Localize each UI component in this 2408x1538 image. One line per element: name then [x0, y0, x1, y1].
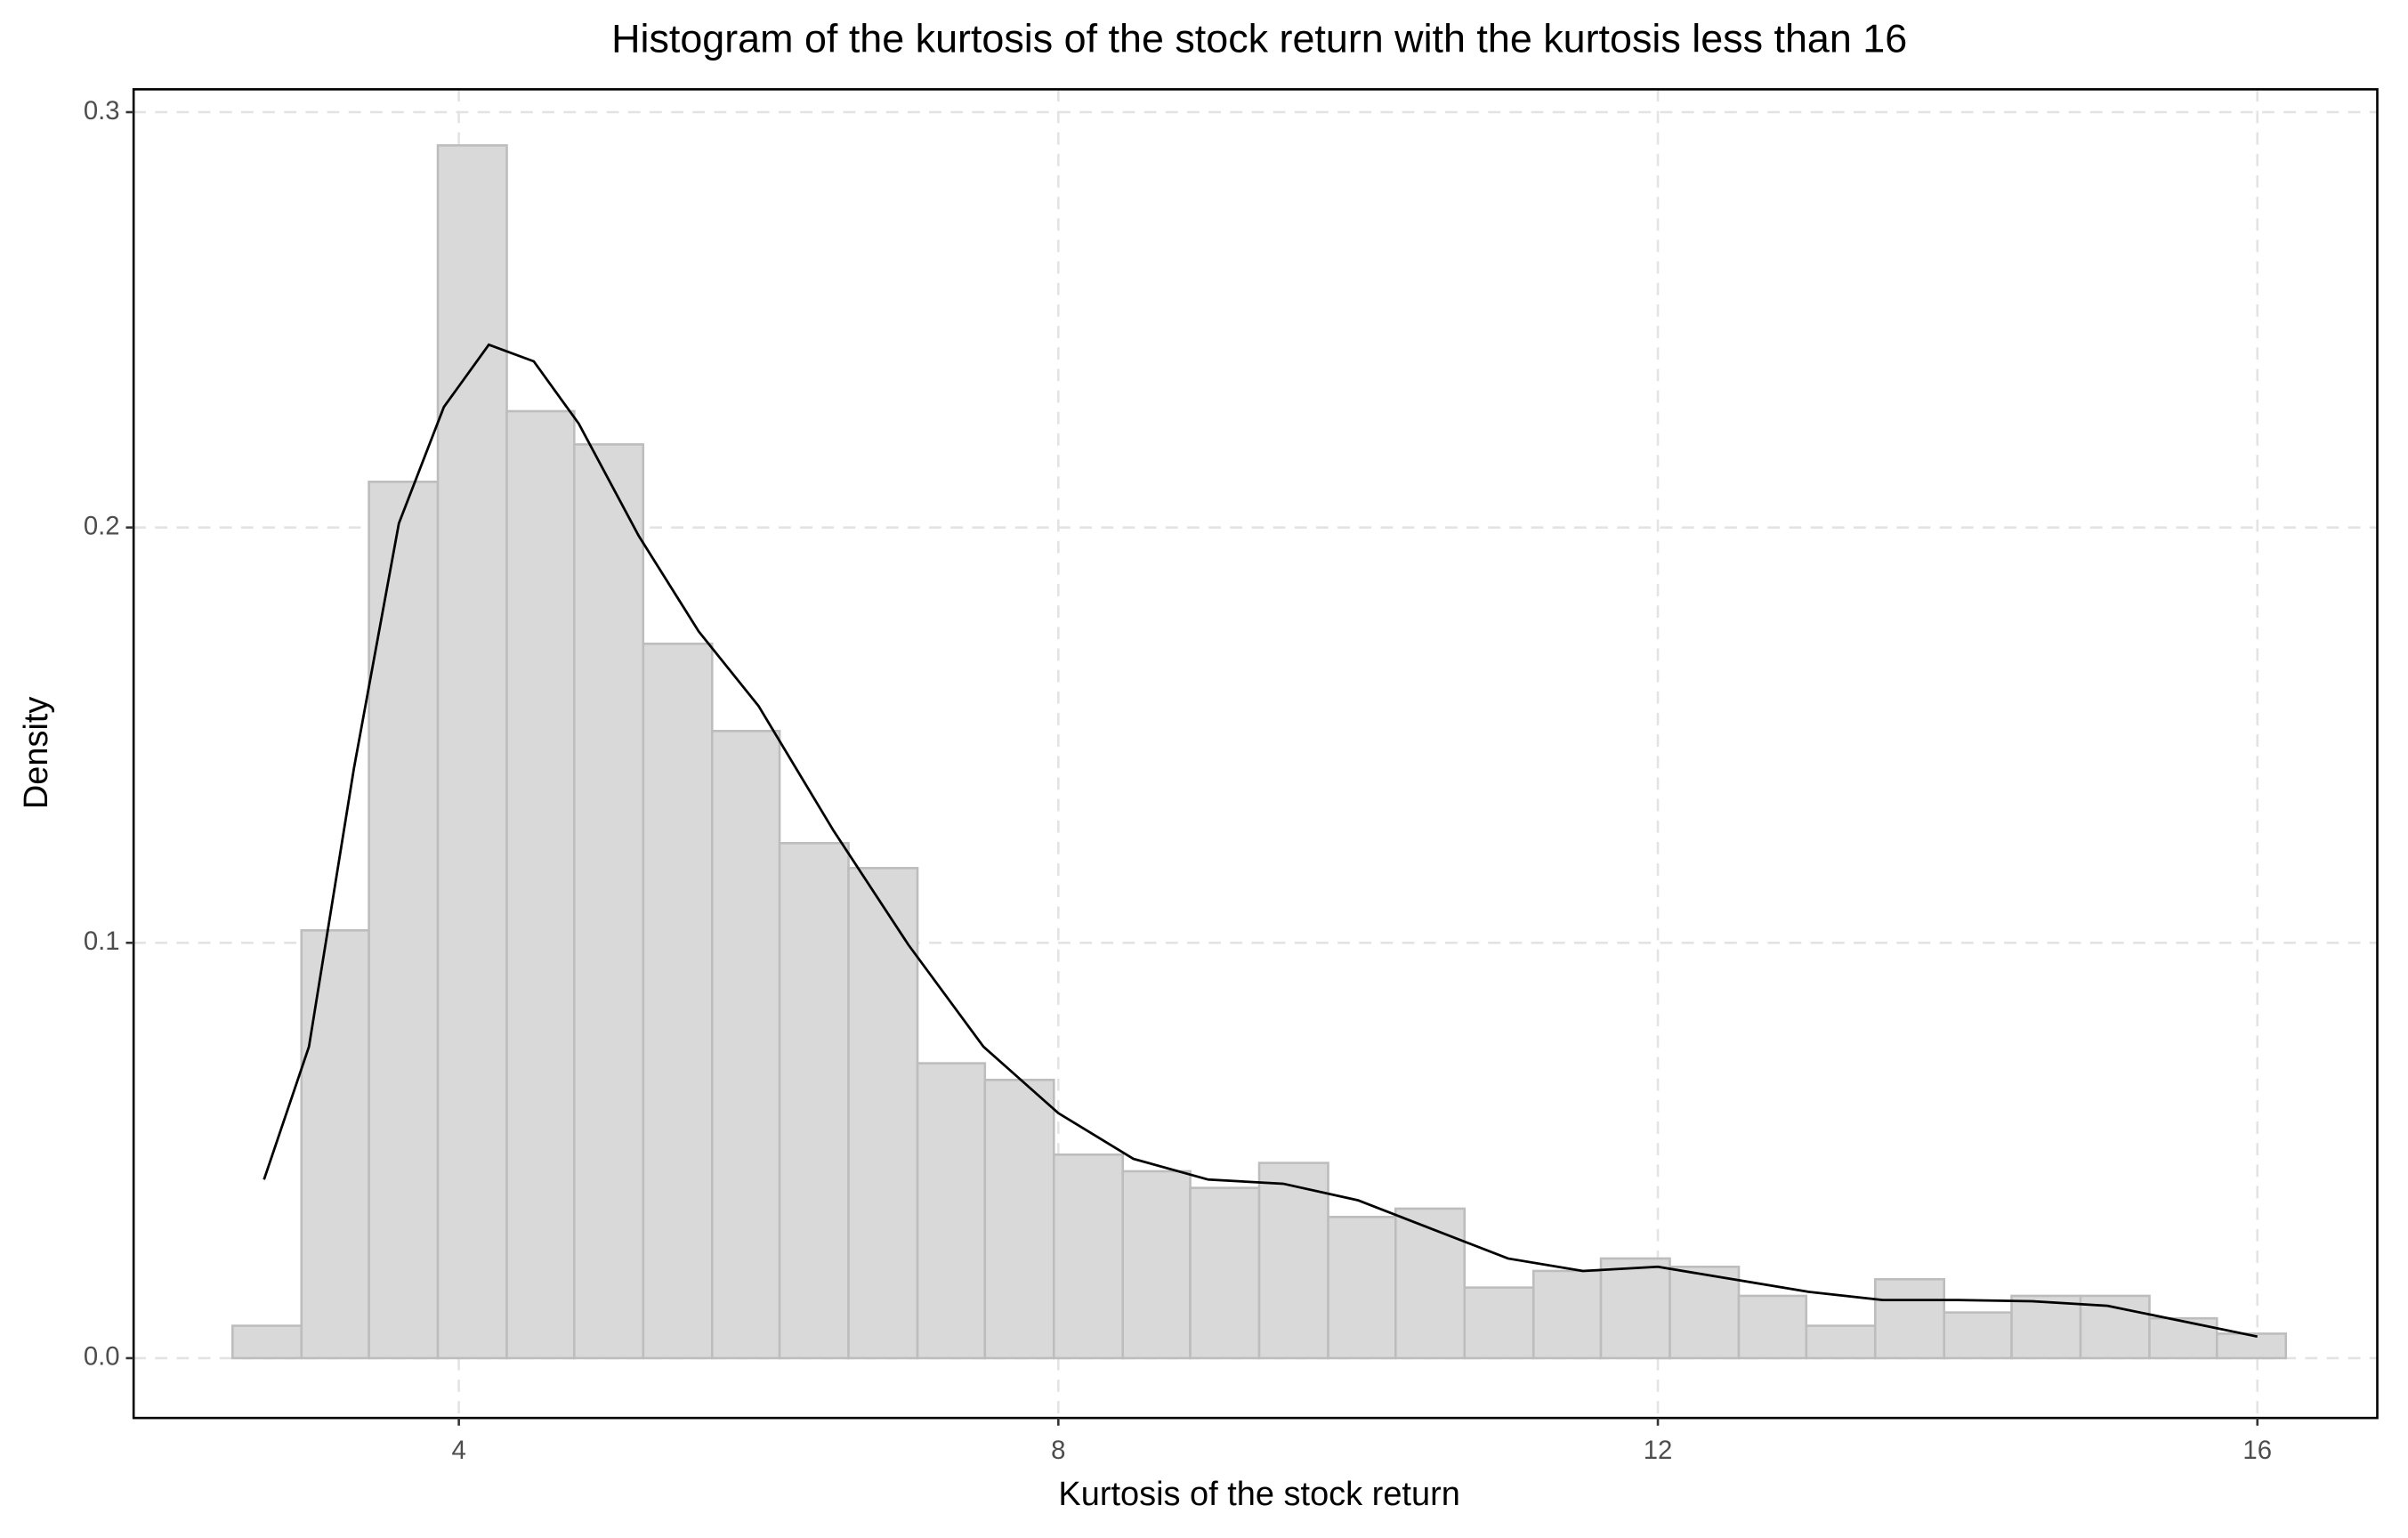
- bar: [710, 730, 781, 1360]
- bar: [436, 144, 508, 1360]
- bar: [642, 643, 714, 1360]
- bar: [573, 443, 645, 1360]
- y-tick-label: 0.2: [84, 511, 120, 540]
- x-tick-label: 16: [2242, 1436, 2272, 1465]
- bar: [1052, 1153, 1125, 1360]
- bar: [1257, 1162, 1329, 1360]
- bar: [1943, 1311, 2013, 1360]
- bar: [916, 1062, 987, 1360]
- bar: [1463, 1286, 1535, 1360]
- bar: [2148, 1316, 2218, 1360]
- chart-title: Histogram of the kurtosis of the stock r…: [611, 16, 1907, 61]
- bar: [1189, 1186, 1261, 1360]
- density-curve: [263, 343, 2259, 1339]
- bar: [505, 409, 576, 1360]
- bar: [1121, 1170, 1192, 1360]
- bar: [983, 1078, 1055, 1360]
- bar: [1394, 1207, 1467, 1360]
- bar: [368, 481, 440, 1360]
- bar: [2010, 1294, 2082, 1360]
- y-tick-label: 0.1: [84, 927, 120, 956]
- bar: [1531, 1269, 1603, 1360]
- x-axis-label: Kurtosis of the stock return: [1058, 1476, 1459, 1513]
- bar: [778, 842, 850, 1360]
- bar: [300, 929, 370, 1360]
- bar: [1805, 1324, 1877, 1360]
- x-tick-label: 12: [1644, 1436, 1673, 1465]
- bar: [1327, 1215, 1397, 1360]
- y-tick-label: 0.0: [84, 1342, 120, 1372]
- bar: [2215, 1332, 2288, 1360]
- bar: [847, 867, 919, 1360]
- y-tick-label: 0.3: [84, 96, 120, 125]
- panel-border: [132, 88, 2379, 1420]
- bar: [1737, 1294, 1808, 1360]
- y-axis-label: Density: [18, 697, 55, 810]
- x-tick-label: 4: [451, 1436, 465, 1465]
- bar: [1599, 1257, 1671, 1360]
- bar: [1669, 1265, 1741, 1360]
- bar: [231, 1324, 303, 1360]
- x-tick-label: 8: [1051, 1436, 1065, 1465]
- bar: [1873, 1277, 1946, 1360]
